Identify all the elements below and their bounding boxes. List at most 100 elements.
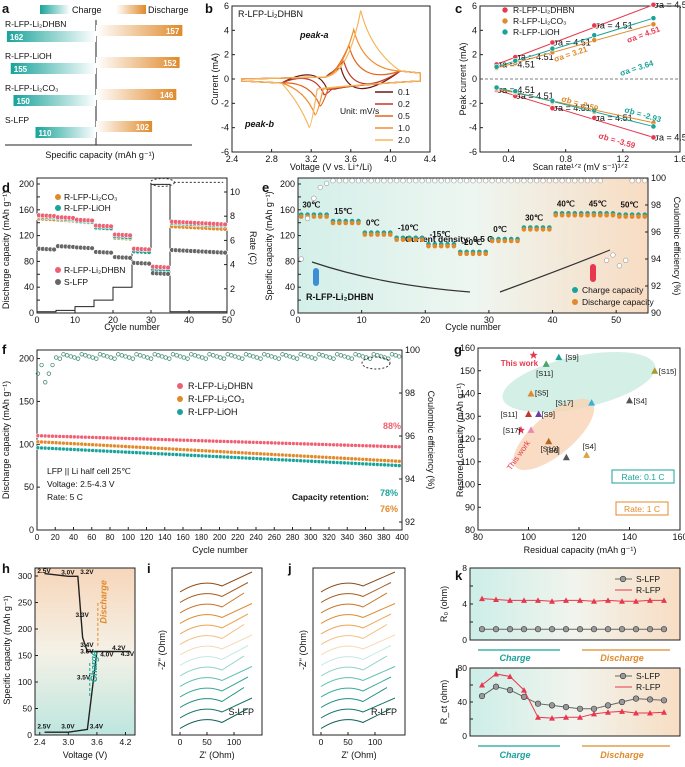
coulombic-point bbox=[119, 353, 124, 358]
rate-1c-box bbox=[615, 501, 669, 516]
discharge-point bbox=[572, 212, 578, 218]
coulombic-point bbox=[642, 178, 648, 184]
coulombic-point bbox=[371, 352, 376, 357]
coulombic-point bbox=[604, 257, 610, 263]
fit-line bbox=[496, 17, 654, 68]
coulombic-point bbox=[349, 178, 355, 184]
panel-f-xtick-label: 180 bbox=[195, 533, 209, 542]
discharge-point bbox=[324, 214, 329, 219]
rate-01c-label: Rate: 0.1 C bbox=[622, 472, 665, 482]
coulombic-point bbox=[50, 362, 55, 368]
resistance-point bbox=[493, 596, 499, 602]
resistance-point bbox=[479, 682, 485, 688]
coulombic-point bbox=[207, 352, 212, 357]
coulombic-point bbox=[327, 355, 333, 360]
legend-marker bbox=[55, 194, 61, 200]
cv-legend-label: 0.1 bbox=[398, 87, 410, 97]
panel-d-y2tick-label: 6 bbox=[230, 235, 235, 245]
data-point bbox=[650, 134, 657, 141]
resistance-point bbox=[520, 626, 528, 633]
panel-h-xtick-label: 2.4 bbox=[34, 737, 46, 747]
rate-01c-box bbox=[611, 469, 675, 484]
panel-i-ylabel: -Z'' (Ohm) bbox=[157, 630, 167, 670]
discharge-point bbox=[553, 212, 559, 218]
nyquist-curve bbox=[320, 634, 396, 656]
resistance-point bbox=[534, 626, 542, 633]
coulombic-point bbox=[236, 355, 241, 360]
discharge-point bbox=[445, 243, 450, 249]
voltage-label: 3.5V bbox=[77, 674, 91, 681]
marker: σa = 4.51 bbox=[594, 113, 632, 123]
coulombic-point bbox=[243, 352, 249, 357]
coulombic-point bbox=[406, 178, 412, 184]
panel-e-y2label: Coulombic efficiency (%) bbox=[672, 197, 682, 296]
panel-c-xlabel: Scan rate¹ᐟ² (mV s⁻¹)¹ᐟ² bbox=[533, 162, 628, 172]
panel-f-xtick-label: 280 bbox=[286, 533, 300, 542]
panel-a-letter: a bbox=[2, 1, 10, 16]
nyquist-curve bbox=[179, 708, 249, 729]
resistance-point bbox=[660, 626, 668, 633]
panel-e-ylabel: Specific capacity (mAh g⁻¹) bbox=[264, 191, 274, 300]
coulombic-point bbox=[313, 356, 318, 361]
coulombic-point bbox=[68, 354, 73, 359]
coulombic-point bbox=[597, 178, 603, 184]
coulombic-point bbox=[591, 178, 597, 184]
nyquist-curve bbox=[179, 697, 253, 719]
resistance-point bbox=[660, 697, 668, 704]
discharge-point bbox=[642, 214, 648, 219]
discharge-point bbox=[375, 232, 380, 237]
panel-c-xtick-label: 0.4 bbox=[502, 154, 515, 164]
reference-label: [S11] bbox=[501, 410, 518, 419]
legend-label: R-LFP bbox=[636, 682, 661, 692]
resistance-point bbox=[618, 698, 626, 706]
nyquist-curve bbox=[320, 603, 396, 624]
coulombic-point bbox=[196, 354, 201, 359]
cooling-arrow bbox=[311, 261, 471, 293]
marker: σa = 4.51 bbox=[515, 91, 553, 101]
coulombic-point bbox=[72, 355, 77, 360]
charge-value: 162 bbox=[10, 33, 24, 42]
panel-e-y2tick-label: 96 bbox=[651, 227, 661, 237]
coulombic-point bbox=[367, 356, 373, 361]
panel-g-xtick-label: 100 bbox=[521, 532, 536, 542]
coulombic-point bbox=[203, 356, 208, 361]
resistance-point bbox=[535, 597, 541, 603]
fit-line bbox=[496, 87, 654, 127]
panel-e-xlabel: Cycle number bbox=[445, 322, 501, 332]
nyquist-curve bbox=[179, 582, 249, 603]
cv-legend-label: 2.0 bbox=[398, 135, 410, 145]
coulombic-point bbox=[397, 354, 402, 359]
coulombic-point bbox=[148, 356, 154, 361]
legend-marker bbox=[501, 17, 509, 25]
coulombic-point bbox=[425, 178, 432, 184]
capacity-point bbox=[108, 250, 114, 256]
panel-g-ytick-label: 130 bbox=[460, 411, 475, 421]
data-point bbox=[591, 37, 598, 43]
coulombic-point bbox=[116, 352, 121, 357]
panel-h-ytick-label: 150 bbox=[18, 651, 32, 661]
data-point bbox=[650, 1, 657, 8]
discharge-value: 102 bbox=[136, 123, 150, 132]
resistance-point bbox=[506, 686, 514, 694]
coulombic-point bbox=[189, 352, 194, 357]
panel-d-xtick-label: 40 bbox=[184, 315, 194, 325]
panel-l-ytick-label: 0 bbox=[462, 731, 467, 741]
panel-c-ytick-label: -2 bbox=[469, 98, 477, 108]
coulombic-point bbox=[413, 178, 419, 184]
coulombic-point bbox=[214, 354, 219, 359]
panel-i-xtick-label: 0 bbox=[178, 737, 183, 747]
discharge-point bbox=[636, 214, 641, 219]
panel-f-xtick-label: 40 bbox=[69, 533, 78, 542]
legend-marker bbox=[55, 205, 61, 211]
reference-label: [S4] bbox=[634, 396, 647, 405]
panel-f-xtick-label: 320 bbox=[322, 533, 336, 542]
panel-d-y2tick-label: 2 bbox=[230, 284, 235, 294]
capacity-point bbox=[89, 245, 95, 251]
panel-b-title: R-LFP-Li₂DHBN bbox=[238, 9, 303, 19]
legend-label: R-LFP-Li₂CO₃ bbox=[513, 16, 567, 26]
panel-f-y2tick-label: 98 bbox=[405, 388, 415, 398]
panel-b-xlabel: Voltage (V vs. Li⁺/Li) bbox=[290, 162, 372, 172]
panel-e-y2tick-label: 92 bbox=[651, 281, 661, 291]
capacity-point bbox=[396, 444, 402, 450]
resistance-point bbox=[521, 597, 527, 603]
